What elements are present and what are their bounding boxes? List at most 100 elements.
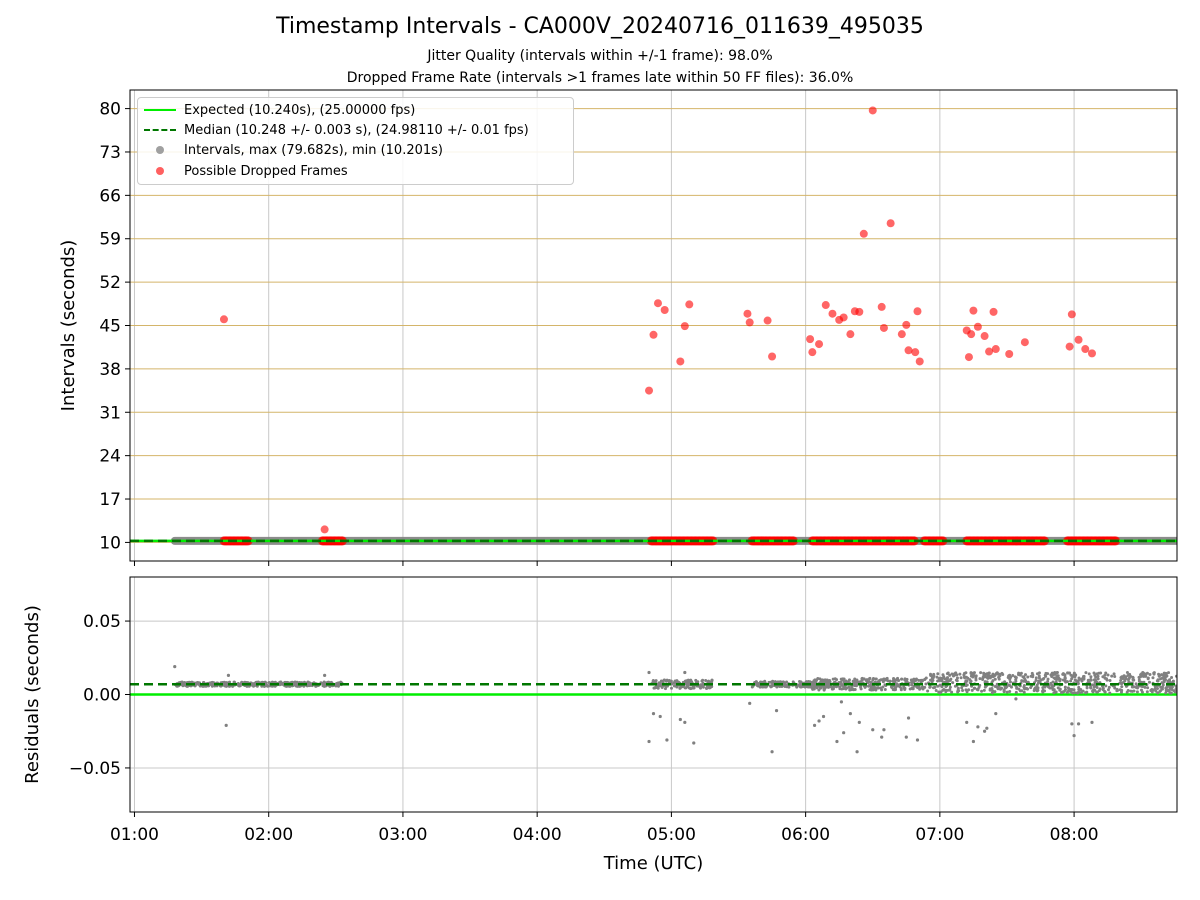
residual-point [1069,673,1073,677]
residual-point [1008,680,1012,684]
dropped-frame-point [653,299,662,308]
residual-point [1014,679,1018,683]
residual-point [818,677,822,681]
residual-point [1074,673,1078,677]
residual-point [1061,690,1065,694]
residual-point [910,680,914,684]
residual-point [912,677,916,681]
residual-point [1119,678,1123,682]
residual-point [1039,678,1043,682]
residual-point [834,685,838,689]
residual-point [988,688,992,692]
residual-point [1073,691,1077,695]
residual-point [1052,691,1056,695]
residual-point [905,677,909,681]
dropped-frame-point [902,320,911,329]
residual-point [1170,676,1174,680]
residual-point [917,678,921,682]
residual-point [1103,689,1107,693]
residual-point [1061,678,1065,682]
residual-point [658,714,662,719]
residual-point [935,675,939,679]
residual-point [972,686,976,690]
dropped-frame-point [980,332,989,341]
residual-point [750,685,754,689]
dropped-frame-point [904,346,913,355]
residual-point [1165,685,1169,689]
residual-point [808,685,812,689]
residual-point [936,684,940,688]
residual-point [1090,720,1094,725]
residual-point [855,678,859,682]
residual-point [1026,675,1030,679]
dropped-frame-point [815,340,824,349]
residual-point [1024,673,1028,677]
residual-point [647,670,651,675]
residual-point [1104,684,1108,688]
residual-point [948,673,952,677]
residual-point [652,686,656,690]
residual-point [1096,674,1100,678]
residual-point [978,677,982,681]
residual-point [1022,676,1026,680]
residual-point [1070,677,1074,681]
residual-point [684,679,688,683]
residual-point [1067,689,1071,693]
dropped-frame-point [915,357,924,366]
dropped-frame-point [680,322,689,331]
residual-point [1063,685,1067,689]
residual-point [654,679,658,683]
residual-point [1049,681,1053,685]
residual-point [1137,678,1141,682]
residual-point [774,709,779,713]
residual-point [953,684,957,688]
residual-point [1113,674,1117,678]
dropped-frame-point [839,313,848,322]
residual-point [770,750,774,754]
residual-point [804,680,808,684]
intervals-y-axis-label: Intervals (seconds) [58,240,79,412]
residual-point [707,684,711,688]
residual-point [996,687,1000,691]
residual-point [993,677,997,681]
residual-point [898,685,902,689]
residual-point [1055,674,1059,678]
y-tick-label: 17 [99,490,121,510]
residual-point [323,682,327,686]
residual-point [676,680,680,684]
residual-point [1110,674,1114,678]
residual-point [651,711,656,716]
legend-entry-dropped: Possible Dropped Frames [138,162,348,180]
dropped-frame-point [745,318,754,327]
residual-point [647,739,651,744]
residual-point [985,726,989,730]
residual-point [936,672,940,676]
residual-point [911,687,915,691]
residual-point [945,677,949,681]
residual-point [1089,686,1093,690]
residual-point [839,681,843,685]
residual-point [903,686,907,690]
dropped-frame-point [685,300,694,309]
residual-point [1044,674,1048,678]
residual-point [1098,687,1102,691]
residual-point [933,685,937,689]
residual-point [1104,671,1108,675]
residual-point [1080,679,1084,683]
residual-point [1174,684,1177,688]
residual-point [1146,676,1150,680]
residual-point [288,684,292,688]
y-tick-label: 24 [99,447,121,467]
residual-point [1168,678,1172,682]
residual-point [964,688,968,692]
residual-point [691,684,695,688]
y-tick-label: 80 [99,100,121,120]
residual-point [181,683,185,687]
residual-point [915,738,920,742]
residual-point [966,676,970,680]
residual-point [888,679,892,683]
residual-point [226,673,231,678]
residual-point [694,678,698,682]
dropped-frame-point [676,357,685,366]
